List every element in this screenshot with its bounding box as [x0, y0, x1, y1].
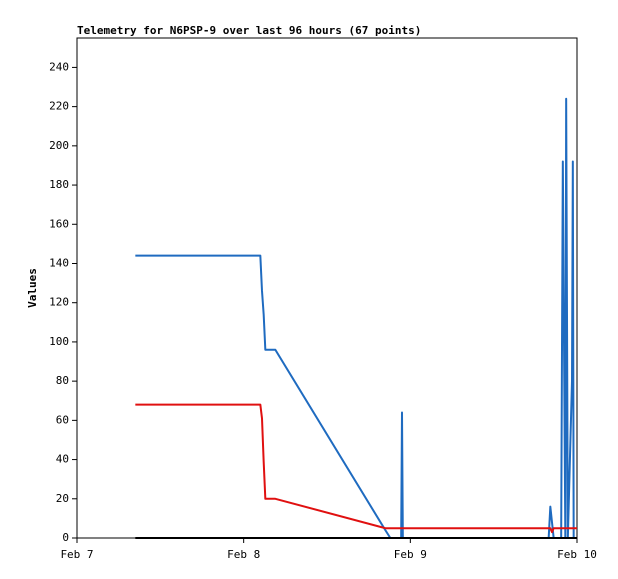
- series-line: [135, 403, 577, 534]
- y-tick-label: 180: [49, 178, 69, 191]
- chart-title: Telemetry for N6PSP-9 over last 96 hours…: [77, 24, 421, 37]
- y-tick-label: 160: [49, 217, 69, 230]
- y-tick-label: 200: [49, 139, 69, 152]
- series-line: [135, 97, 577, 539]
- x-tick-label: Feb 10: [557, 548, 597, 561]
- y-tick-label: 80: [56, 374, 69, 387]
- x-tick-label: Feb 9: [394, 548, 427, 561]
- y-axis-label: Values: [26, 268, 39, 308]
- y-tick-label: 20: [56, 492, 69, 505]
- y-tick-label: 60: [56, 413, 69, 426]
- y-tick-label: 120: [49, 296, 69, 309]
- y-tick-label: 220: [49, 100, 69, 113]
- y-tick-label: 100: [49, 335, 69, 348]
- y-tick-label: 40: [56, 453, 69, 466]
- y-tick-label: 0: [62, 531, 69, 544]
- x-tick-label: Feb 7: [60, 548, 93, 561]
- plot-frame: [76, 37, 578, 539]
- y-tick-label: 240: [49, 60, 69, 73]
- x-tick-label: Feb 8: [227, 548, 260, 561]
- y-tick-label: 140: [49, 256, 69, 269]
